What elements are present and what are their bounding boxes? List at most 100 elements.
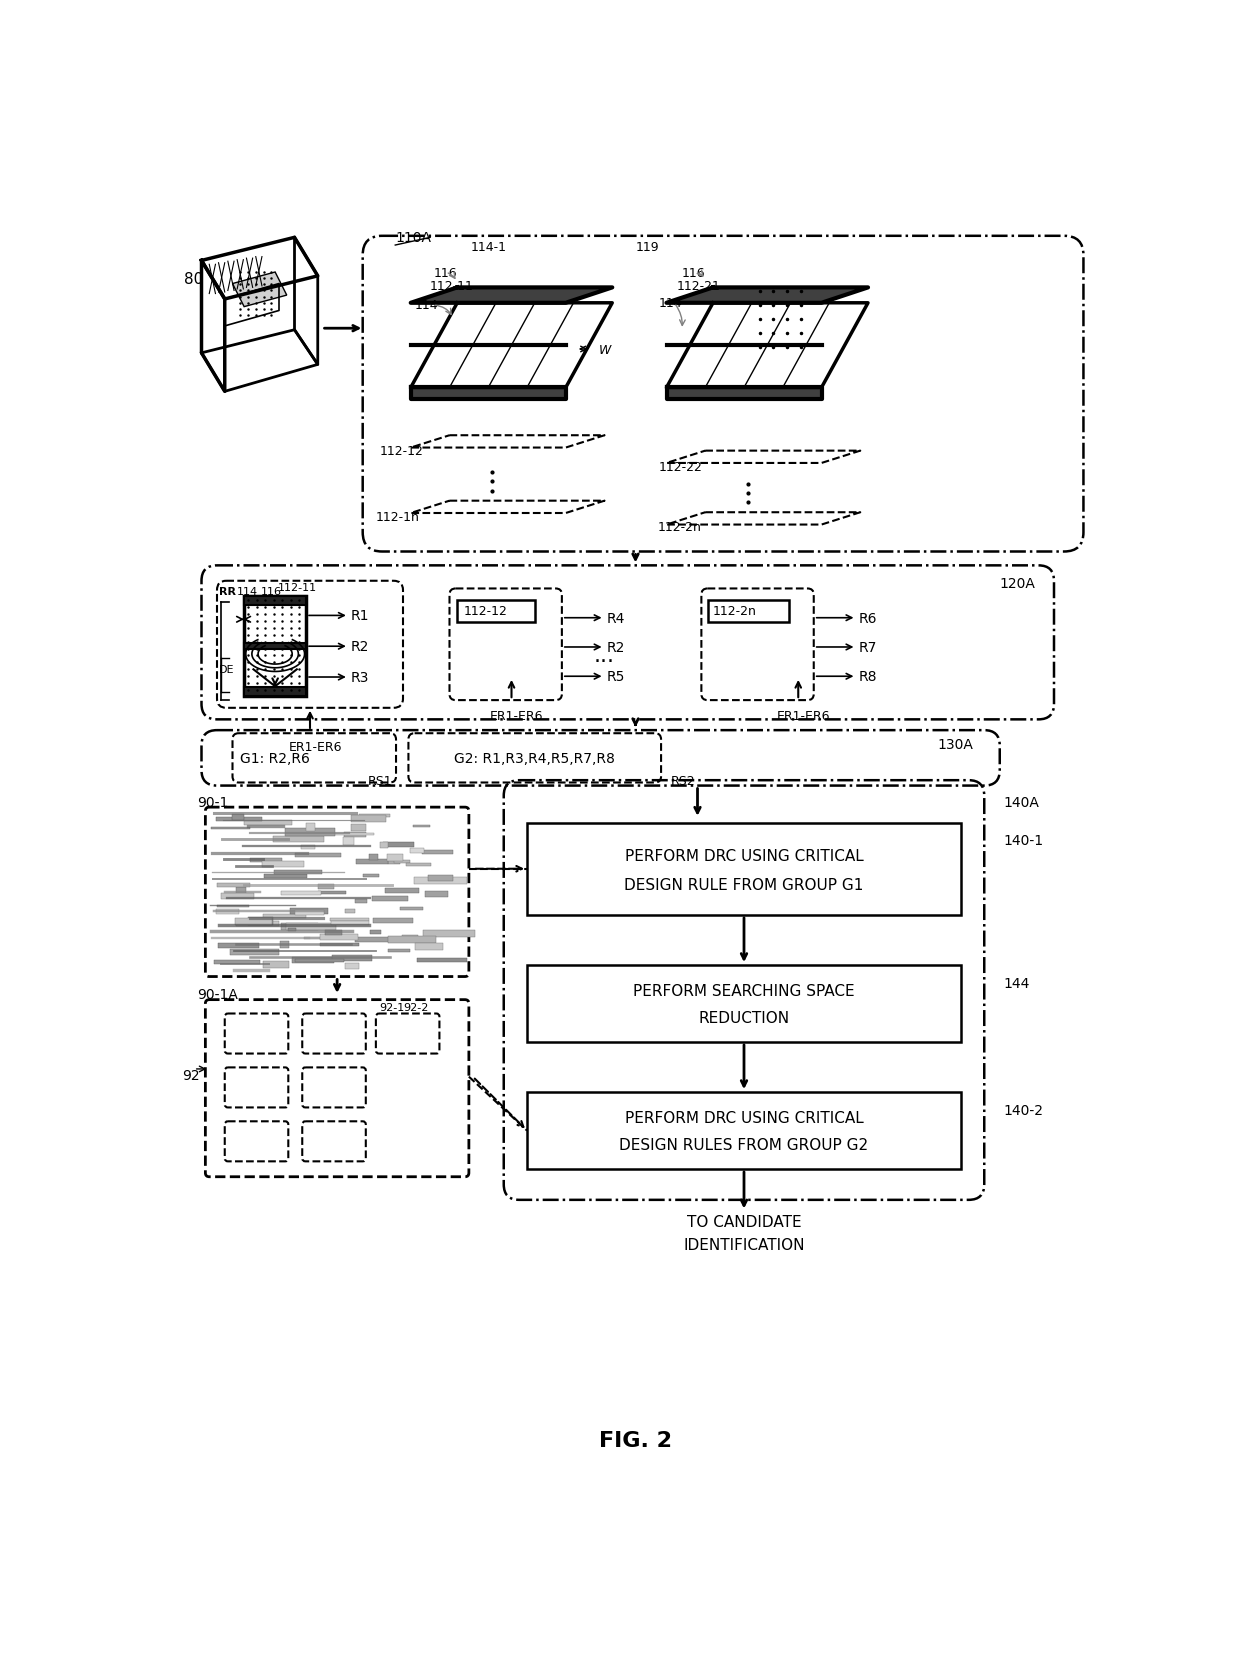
Bar bbox=[295, 910, 324, 915]
Bar bbox=[410, 848, 424, 853]
Bar bbox=[708, 600, 789, 621]
Bar bbox=[304, 936, 351, 940]
Bar bbox=[387, 855, 403, 860]
Bar bbox=[428, 875, 453, 882]
Bar bbox=[229, 949, 279, 954]
Bar bbox=[216, 817, 262, 820]
Bar bbox=[372, 896, 408, 901]
Text: DE: DE bbox=[219, 666, 234, 676]
Bar bbox=[351, 824, 366, 832]
Bar bbox=[399, 906, 423, 910]
Bar bbox=[301, 845, 315, 850]
Bar bbox=[291, 958, 334, 963]
Bar bbox=[320, 935, 358, 940]
Text: PERFORM SEARCHING SPACE: PERFORM SEARCHING SPACE bbox=[634, 984, 854, 999]
Bar bbox=[216, 910, 238, 915]
Bar bbox=[345, 963, 360, 969]
Text: 116: 116 bbox=[434, 267, 458, 280]
Bar bbox=[295, 959, 345, 963]
Bar bbox=[405, 863, 432, 867]
Bar bbox=[373, 918, 413, 923]
Bar bbox=[413, 825, 430, 827]
Text: 90-1A: 90-1A bbox=[197, 988, 238, 1002]
Text: 114: 114 bbox=[414, 298, 438, 312]
Text: ER1-ER6: ER1-ER6 bbox=[490, 711, 543, 722]
Bar bbox=[249, 858, 281, 863]
Text: 80: 80 bbox=[185, 272, 203, 287]
Text: 144: 144 bbox=[1003, 976, 1030, 991]
Polygon shape bbox=[410, 287, 613, 303]
Bar bbox=[415, 943, 443, 949]
Bar bbox=[236, 886, 246, 895]
Text: R8: R8 bbox=[858, 669, 877, 684]
Text: ER1-ER6: ER1-ER6 bbox=[776, 711, 830, 722]
Bar bbox=[330, 918, 368, 921]
Bar bbox=[422, 850, 453, 853]
Text: 140-2: 140-2 bbox=[1003, 1104, 1044, 1117]
Text: 140-1: 140-1 bbox=[1003, 833, 1044, 848]
Text: 112-22: 112-22 bbox=[658, 461, 703, 474]
Bar bbox=[345, 832, 366, 837]
Bar bbox=[244, 643, 306, 650]
Bar bbox=[274, 870, 321, 875]
Bar bbox=[329, 833, 374, 835]
Text: 114-1: 114-1 bbox=[470, 242, 506, 254]
Bar bbox=[273, 835, 324, 842]
Text: TO CANDIDATE: TO CANDIDATE bbox=[687, 1215, 801, 1229]
Bar bbox=[371, 930, 382, 935]
Bar bbox=[218, 943, 259, 948]
Bar bbox=[262, 862, 304, 867]
Text: 112-12: 112-12 bbox=[379, 446, 424, 459]
Text: 92: 92 bbox=[182, 1069, 200, 1084]
Bar bbox=[355, 936, 388, 943]
Text: 112-2n: 112-2n bbox=[712, 605, 756, 618]
Text: 130A: 130A bbox=[937, 737, 973, 752]
Text: 112-21: 112-21 bbox=[677, 280, 720, 293]
Text: IDENTIFICATION: IDENTIFICATION bbox=[683, 1238, 805, 1253]
Text: 112-11: 112-11 bbox=[278, 583, 316, 593]
Text: 112-1n: 112-1n bbox=[376, 510, 420, 524]
Bar bbox=[320, 943, 358, 946]
Bar bbox=[527, 964, 961, 1042]
Bar bbox=[343, 837, 355, 845]
Bar bbox=[384, 888, 419, 893]
Text: DESIGN RULES FROM GROUP G2: DESIGN RULES FROM GROUP G2 bbox=[620, 1138, 868, 1153]
Bar bbox=[248, 918, 274, 925]
Text: R1: R1 bbox=[351, 610, 370, 623]
Bar bbox=[368, 855, 378, 860]
Text: 90-1: 90-1 bbox=[197, 795, 229, 810]
Polygon shape bbox=[667, 388, 821, 399]
Bar bbox=[325, 930, 342, 935]
Bar bbox=[358, 814, 391, 817]
Text: 112-12: 112-12 bbox=[464, 605, 507, 618]
Text: R4: R4 bbox=[606, 611, 625, 626]
Bar bbox=[280, 941, 289, 948]
Bar bbox=[281, 923, 319, 931]
Bar bbox=[417, 958, 467, 963]
Text: 114: 114 bbox=[658, 297, 682, 310]
Bar bbox=[221, 893, 253, 898]
Text: G1: R2,R6: G1: R2,R6 bbox=[241, 752, 310, 766]
Bar bbox=[355, 898, 367, 903]
Bar bbox=[285, 828, 335, 835]
Bar bbox=[394, 860, 410, 863]
Text: 114: 114 bbox=[237, 587, 258, 597]
Bar bbox=[414, 877, 467, 885]
Bar bbox=[423, 930, 475, 938]
Bar bbox=[286, 923, 336, 930]
Bar bbox=[345, 908, 355, 913]
Text: 92-2: 92-2 bbox=[403, 1004, 428, 1014]
Text: R2: R2 bbox=[606, 641, 625, 655]
Text: ...: ... bbox=[594, 646, 615, 666]
Polygon shape bbox=[233, 272, 286, 307]
Bar bbox=[363, 873, 378, 877]
Bar bbox=[295, 853, 341, 857]
Text: 119: 119 bbox=[635, 242, 660, 254]
Bar bbox=[236, 918, 273, 925]
Bar bbox=[217, 883, 250, 886]
Bar bbox=[211, 827, 250, 828]
Text: 110A: 110A bbox=[396, 232, 432, 245]
Text: 116: 116 bbox=[682, 267, 706, 280]
Text: R3: R3 bbox=[351, 671, 370, 684]
Bar bbox=[527, 822, 961, 915]
